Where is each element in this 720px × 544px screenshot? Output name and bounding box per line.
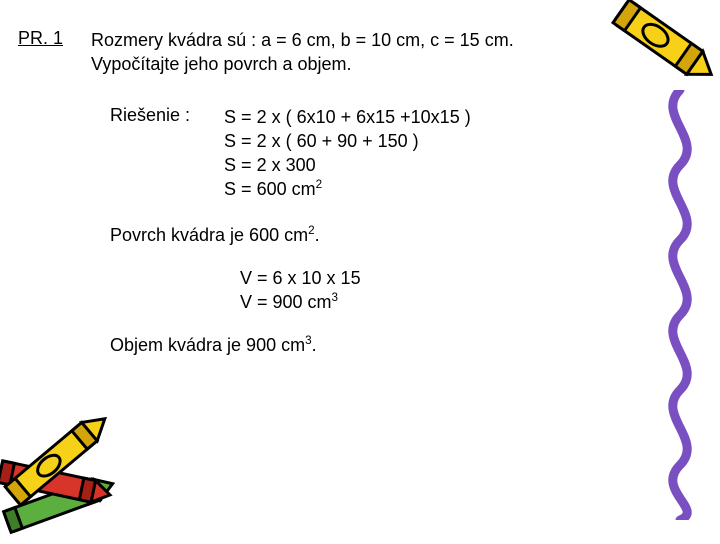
- surface-solution: S = 2 x ( 6x10 + 6x15 +10x15 ) S = 2 x (…: [224, 105, 471, 202]
- solution-line: S = 600 cm2: [224, 177, 471, 201]
- solution-line: S = 2 x 300: [224, 153, 471, 177]
- surface-answer: Povrch kvádra je 600 cm2.: [110, 224, 640, 246]
- crayon-icon: [594, 0, 720, 84]
- crayons-icon: [0, 394, 144, 544]
- solution-line: S = 2 x ( 6x10 + 6x15 +10x15 ): [224, 105, 471, 129]
- solution-line: S = 2 x ( 60 + 90 + 150 ): [224, 129, 471, 153]
- volume-answer: Objem kvádra je 900 cm3.: [110, 334, 640, 356]
- problem-line: Vypočítajte jeho povrch a objem.: [91, 52, 514, 76]
- problem-label: PR. 1: [18, 28, 63, 49]
- solution-label: Riešenie :: [110, 105, 190, 202]
- volume-solution: V = 6 x 10 x 15 V = 900 cm3: [240, 266, 640, 315]
- problem-text: Rozmery kvádra sú : a = 6 cm, b = 10 cm,…: [91, 28, 514, 77]
- problem-line: Rozmery kvádra sú : a = 6 cm, b = 10 cm,…: [91, 28, 514, 52]
- squiggle-icon: [650, 90, 710, 520]
- solution-line: V = 900 cm3: [240, 290, 640, 314]
- solution-line: V = 6 x 10 x 15: [240, 266, 640, 290]
